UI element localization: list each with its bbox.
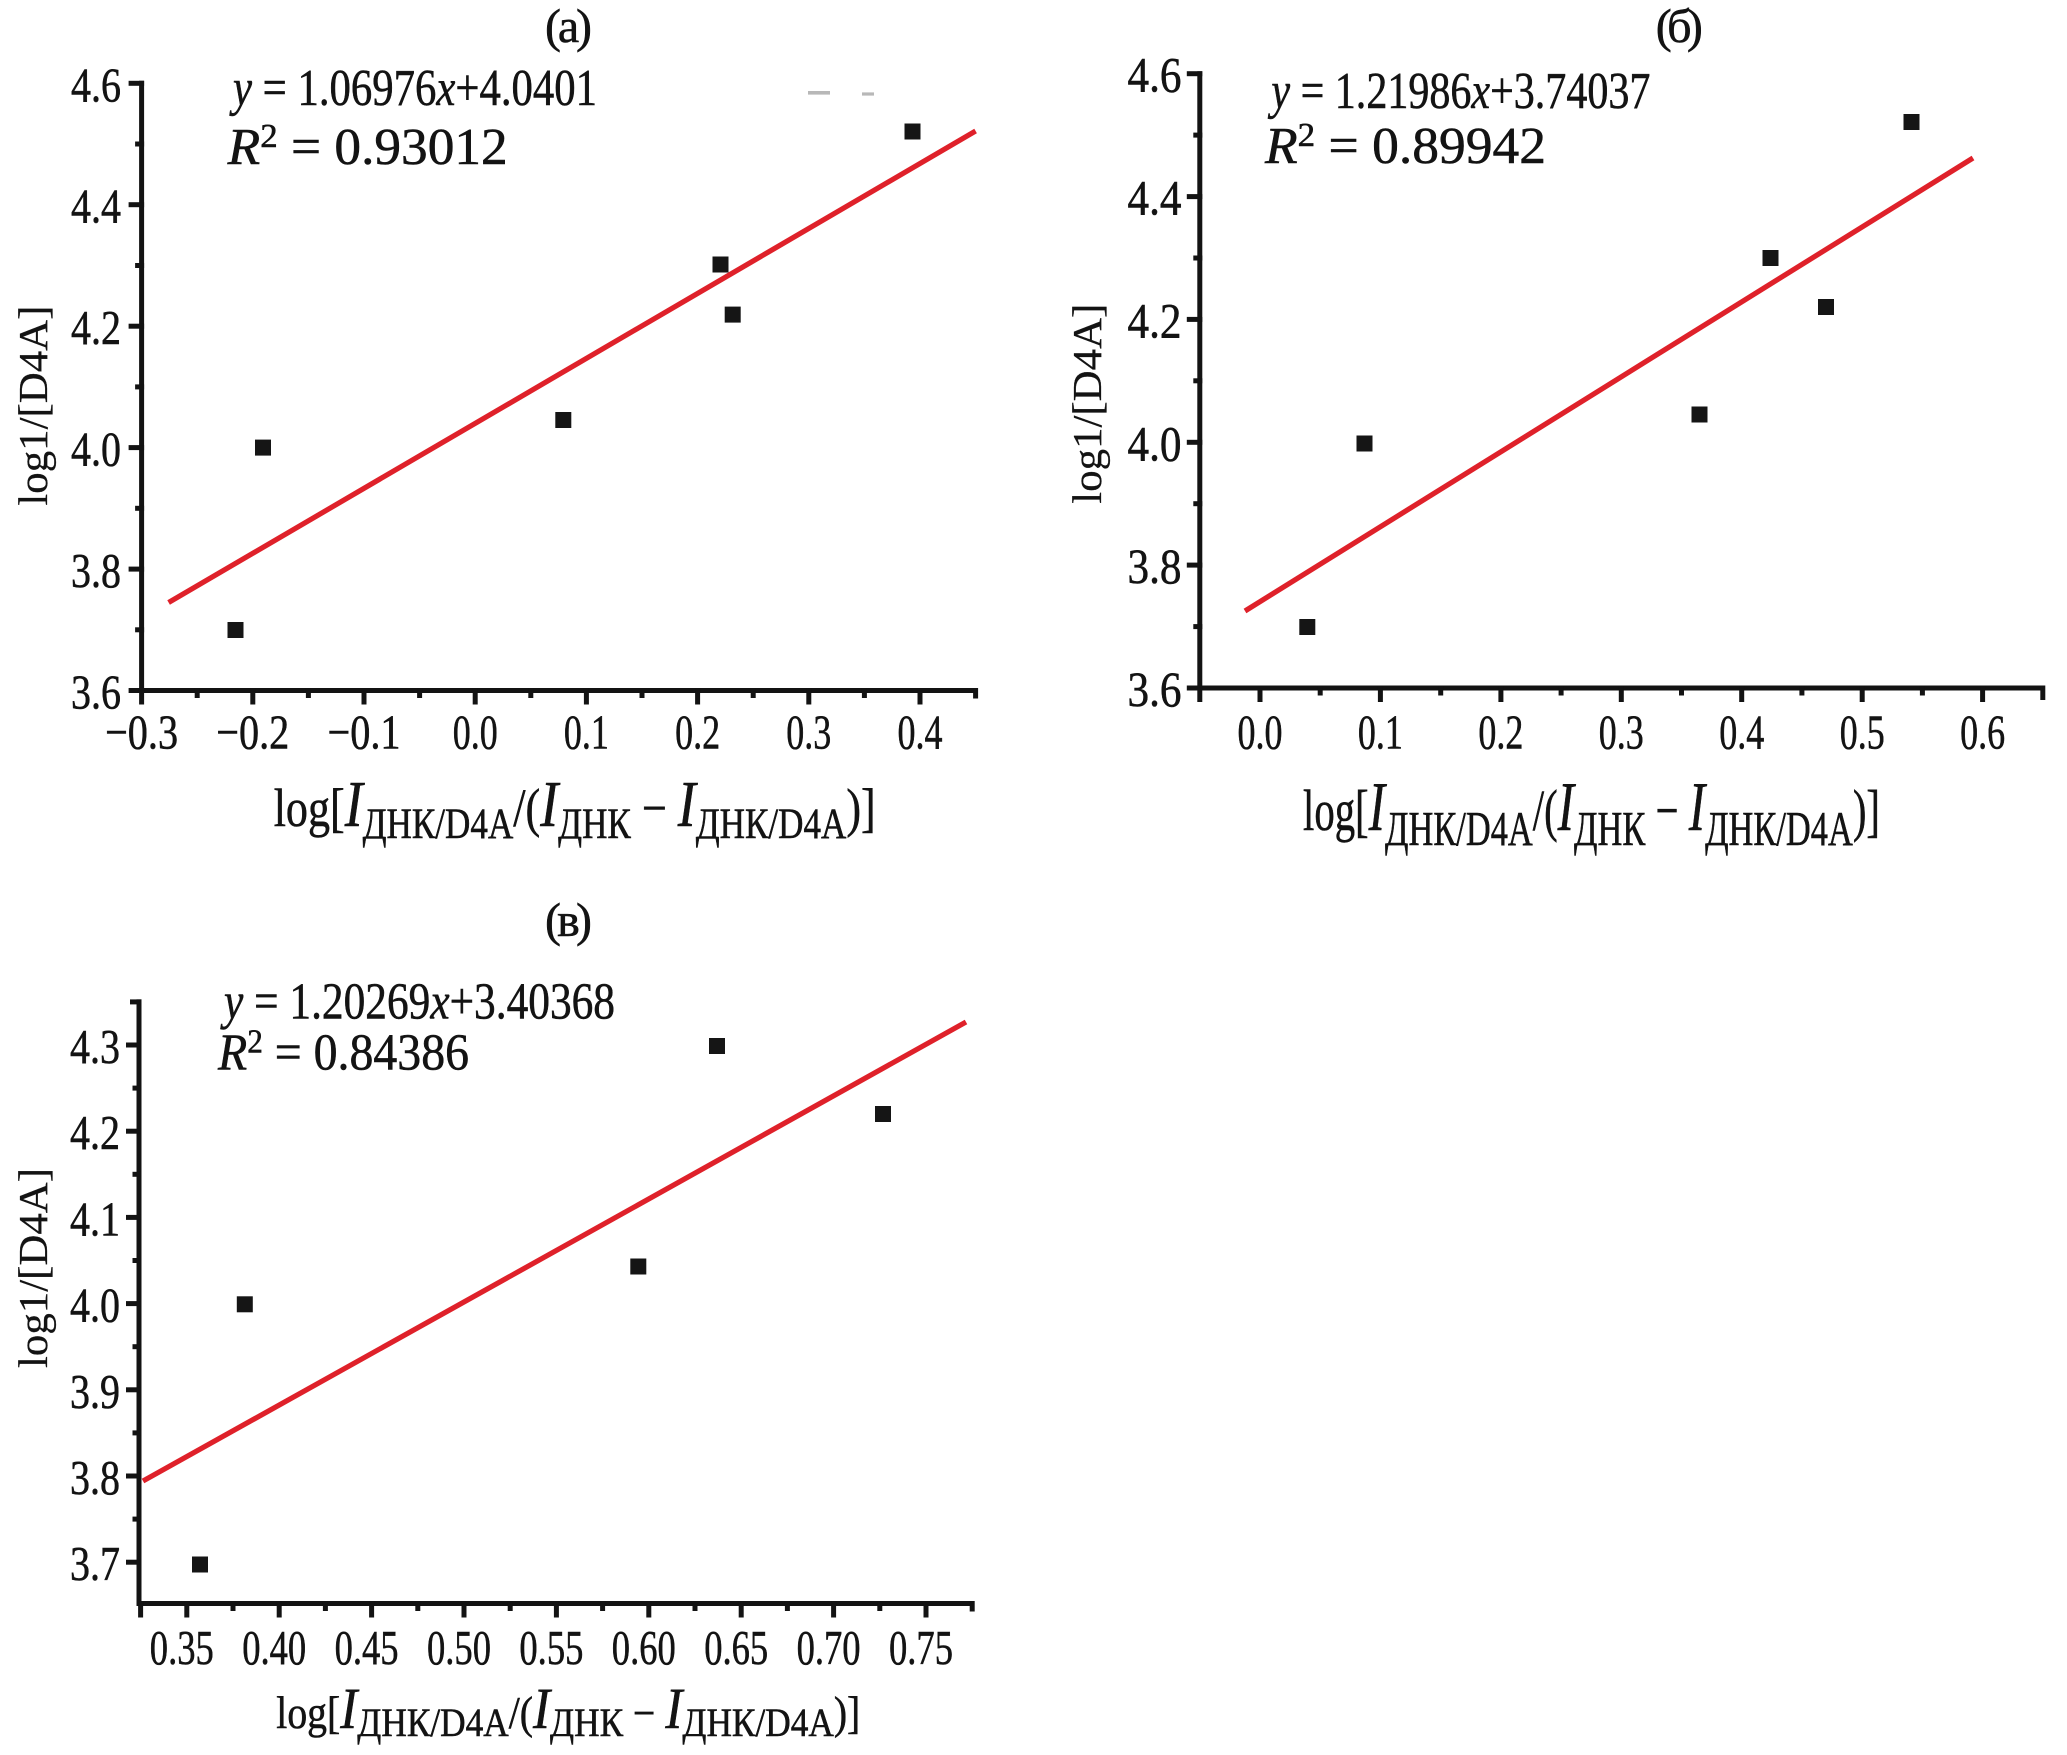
svg-text:0.4: 0.4	[1719, 705, 1764, 760]
svg-text:0.1: 0.1	[1358, 705, 1403, 760]
svg-text:log1/[D4A]: log1/[D4A]	[10, 1168, 56, 1368]
svg-text:4.3: 4.3	[70, 1019, 120, 1074]
svg-text:0.40: 0.40	[242, 1620, 306, 1675]
svg-text:−0.2: −0.2	[216, 705, 289, 760]
svg-text:log1/[D4A]: log1/[D4A]	[10, 306, 56, 506]
svg-text:0.50: 0.50	[427, 1620, 491, 1675]
svg-text:log1/[D4A]: log1/[D4A]	[1064, 304, 1110, 504]
svg-text:4.0: 4.0	[70, 1278, 120, 1333]
svg-text:(a): (a)	[545, 0, 592, 53]
svg-text:R2 = 0.89942: R2 = 0.89942	[1264, 117, 1546, 175]
svg-text:0.45: 0.45	[335, 1620, 399, 1675]
svg-text:−0.1: −0.1	[328, 705, 401, 760]
svg-text:3.7: 3.7	[70, 1536, 120, 1591]
svg-text:4.0: 4.0	[1128, 415, 1182, 471]
svg-text:0.75: 0.75	[889, 1620, 953, 1675]
svg-text:(б): (б)	[1656, 0, 1703, 53]
svg-text:0.65: 0.65	[704, 1620, 768, 1675]
svg-text:y = 1.21986x+3.74037: y = 1.21986x+3.74037	[1267, 63, 1650, 120]
svg-text:3.8: 3.8	[70, 1450, 120, 1505]
svg-text:0.6: 0.6	[1960, 705, 2005, 760]
svg-text:4.2: 4.2	[71, 300, 121, 355]
svg-text:0.5: 0.5	[1840, 705, 1885, 760]
svg-text:0.0: 0.0	[1238, 705, 1283, 760]
svg-text:0.60: 0.60	[612, 1620, 676, 1675]
svg-text:0.1: 0.1	[564, 705, 609, 760]
svg-text:4.6: 4.6	[1128, 47, 1182, 103]
svg-text:0.3: 0.3	[1599, 705, 1644, 760]
svg-text:4.4: 4.4	[1128, 170, 1182, 226]
svg-text:0.55: 0.55	[519, 1620, 583, 1675]
svg-text:4.1: 4.1	[70, 1191, 120, 1246]
svg-text:0.35: 0.35	[150, 1620, 214, 1675]
svg-text:3.8: 3.8	[71, 543, 121, 598]
svg-text:4.2: 4.2	[1128, 292, 1182, 348]
svg-text:R2 = 0.84386: R2 = 0.84386	[217, 1024, 469, 1082]
svg-text:0.2: 0.2	[675, 705, 720, 760]
svg-text:y = 1.06976x+4.0401: y = 1.06976x+4.0401	[229, 60, 597, 117]
svg-text:3.8: 3.8	[1128, 538, 1182, 594]
svg-text:0.0: 0.0	[453, 705, 498, 760]
svg-text:−0.3: −0.3	[105, 705, 178, 760]
svg-text:3.6: 3.6	[71, 665, 121, 720]
svg-text:(в): (в)	[545, 894, 592, 947]
svg-text:4.6: 4.6	[71, 57, 121, 112]
svg-text:0.70: 0.70	[797, 1620, 861, 1675]
svg-text:0.2: 0.2	[1478, 705, 1523, 760]
svg-text:0.4: 0.4	[898, 705, 943, 760]
svg-text:0.3: 0.3	[786, 705, 831, 760]
svg-text:4.4: 4.4	[71, 179, 121, 234]
svg-text:y = 1.20269x+3.40368: y = 1.20269x+3.40368	[220, 974, 615, 1031]
svg-text:3.9: 3.9	[70, 1364, 120, 1419]
svg-text:R2 = 0.93012: R2 = 0.93012	[227, 118, 508, 176]
svg-text:4.2: 4.2	[70, 1105, 120, 1160]
svg-text:4.0: 4.0	[71, 422, 121, 477]
svg-text:3.6: 3.6	[1128, 661, 1182, 717]
